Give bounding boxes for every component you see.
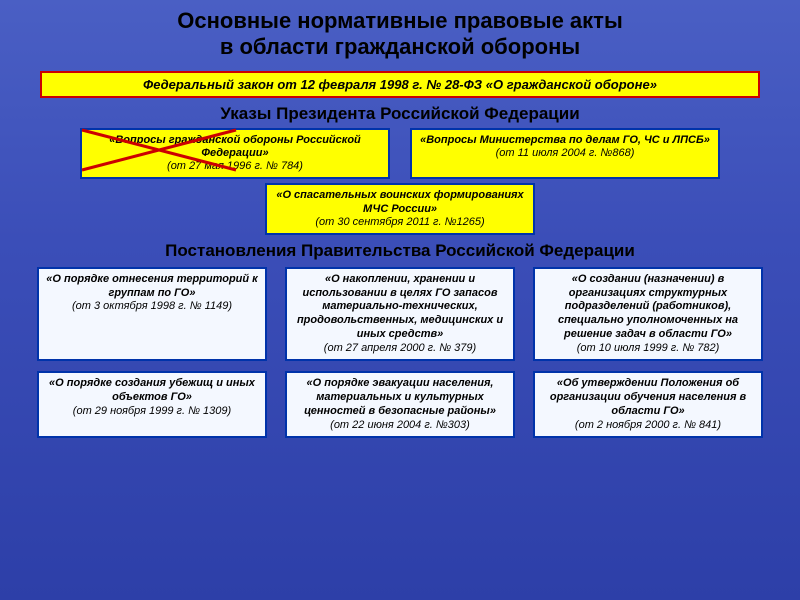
post-4-date: (от 29 ноября 1999 г. № 1309) <box>73 405 231 417</box>
post-2-box: «О накоплении, хранении и использовании … <box>285 267 515 362</box>
ukaz-2-title: «Вопросы Министерства по делам ГО, ЧС и … <box>420 134 710 146</box>
ukaz-3-date: (от 30 сентября 2011 г. №1265) <box>315 216 484 228</box>
post-6-title: «Об утверждении Положения об организации… <box>550 377 746 417</box>
post-1-title: «О порядке отнесения территорий к группа… <box>46 273 258 299</box>
federal-law-box: Федеральный закон от 12 февраля 1998 г. … <box>40 71 760 98</box>
post-4-box: «О порядке создания убежищ и иных объект… <box>37 371 267 438</box>
ukaz-row-1: «Вопросы гражданской обороны Российской … <box>0 128 800 180</box>
ukaz-1-box: «Вопросы гражданской обороны Российской … <box>80 128 390 180</box>
post-5-title: «О порядке эвакуации населения, материал… <box>304 377 496 417</box>
post-2-date: (от 27 апреля 2000 г. № 379) <box>324 342 476 354</box>
post-6-box: «Об утверждении Положения об организации… <box>533 371 763 438</box>
government-grid: «О порядке отнесения территорий к группа… <box>0 267 800 439</box>
title-line-2: в области гражданской обороны <box>220 34 580 59</box>
ukaz-1-date: (от 27 мая 1996 г. № 784) <box>167 160 303 172</box>
federal-law-text: Федеральный закон от 12 февраля 1998 г. … <box>143 77 657 92</box>
ukaz-row-2: «О спасательных воинских формированиях М… <box>0 183 800 235</box>
ukaz-1-title: «Вопросы гражданской обороны Российской … <box>109 134 361 159</box>
ukaz-1-wrap: «Вопросы гражданской обороны Российской … <box>80 128 390 180</box>
page-title: Основные нормативные правовые акты в обл… <box>0 0 800 65</box>
post-3-title: «О создании (назначении) в организациях … <box>558 273 738 340</box>
post-5-date: (от 22 июня 2004 г. №303) <box>330 419 470 431</box>
post-5-box: «О порядке эвакуации населения, материал… <box>285 371 515 438</box>
post-3-date: (от 10 июля 1999 г. № 782) <box>577 342 720 354</box>
title-line-1: Основные нормативные правовые акты <box>177 8 622 33</box>
ukaz-2-box: «Вопросы Министерства по делам ГО, ЧС и … <box>410 128 720 180</box>
post-1-box: «О порядке отнесения территорий к группа… <box>37 267 267 362</box>
ukaz-3-title: «О спасательных воинских формированиях М… <box>276 189 523 214</box>
ukaz-3-box: «О спасательных воинских формированиях М… <box>265 183 535 235</box>
section-government-resolutions-title: Постановления Правительства Российской Ф… <box>0 241 800 261</box>
post-1-date: (от 3 октября 1998 г. № 1149) <box>72 300 232 312</box>
ukaz-2-date: (от 11 июля 2004 г. №868) <box>496 147 635 159</box>
post-3-box: «О создании (назначении) в организациях … <box>533 267 763 362</box>
post-6-date: (от 2 ноября 2000 г. № 841) <box>575 419 721 431</box>
post-4-title: «О порядке создания убежищ и иных объект… <box>49 377 255 403</box>
section-presidential-decrees-title: Указы Президента Российской Федерации <box>0 104 800 124</box>
post-2-title: «О накоплении, хранении и использовании … <box>297 273 503 340</box>
